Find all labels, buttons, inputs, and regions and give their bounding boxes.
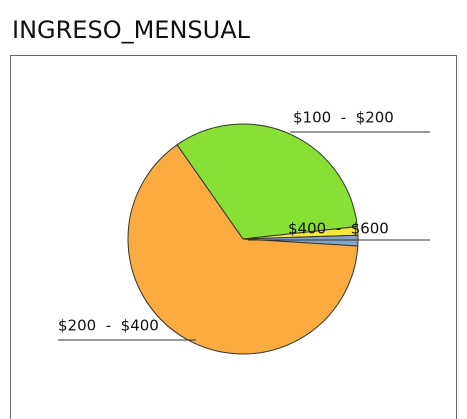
slice-label: $400 - $600 xyxy=(288,220,389,238)
pie-slice xyxy=(176,123,358,240)
chart-title: INGRESO_MENSUAL xyxy=(12,16,251,44)
chart-frame xyxy=(10,55,457,419)
slice-label: $100 - $200 xyxy=(293,109,394,127)
pie-slice xyxy=(127,144,359,355)
slice-label: $200 - $400 xyxy=(58,317,159,335)
